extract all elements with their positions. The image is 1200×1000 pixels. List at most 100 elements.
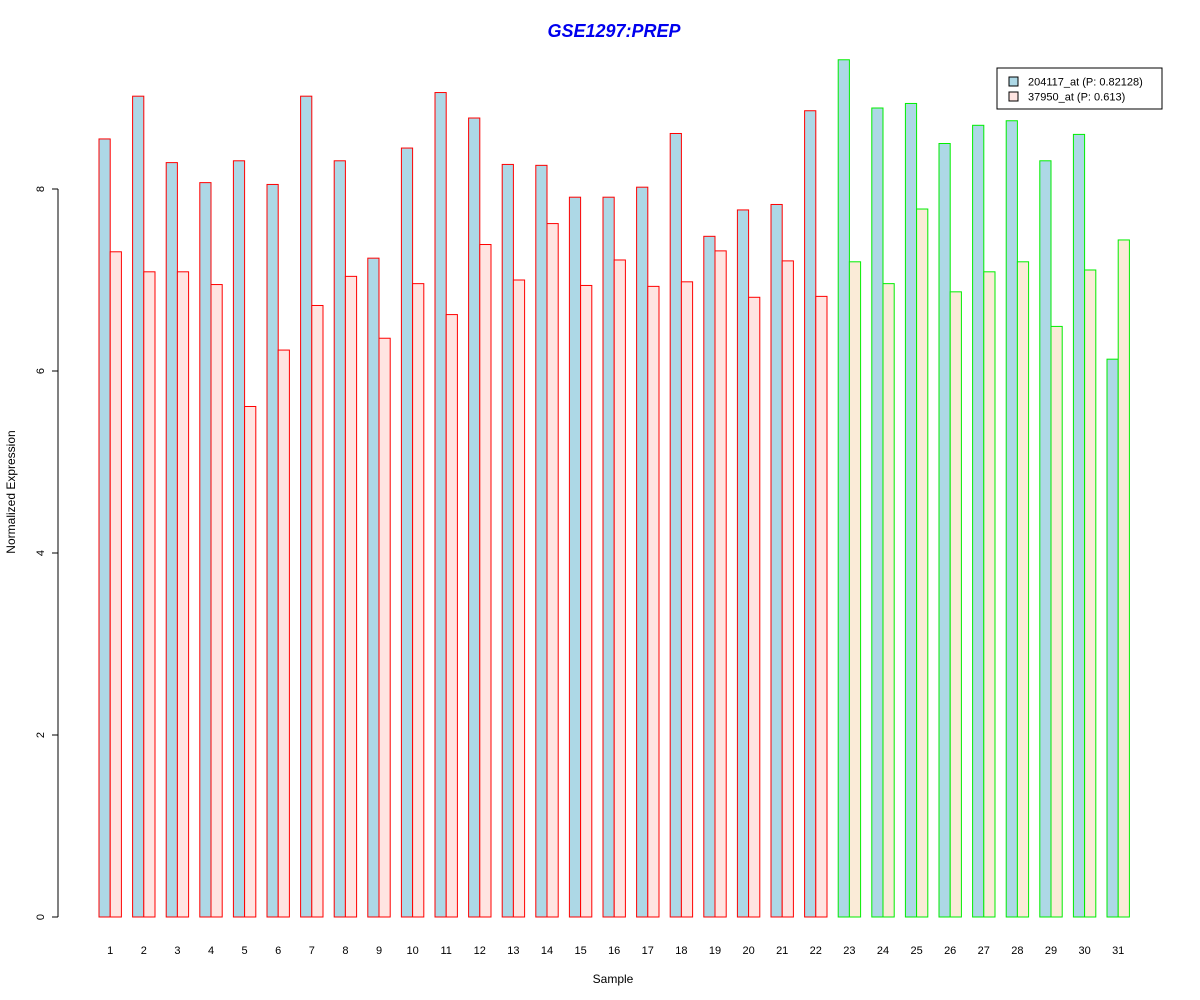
bar-37950-at [848, 261, 862, 918]
bar-204117-at [568, 196, 582, 918]
bar-204117-at [972, 124, 985, 918]
bar-37950-at [748, 296, 761, 918]
bar-204117-at [904, 102, 918, 918]
x-tick-label: 9 [376, 945, 382, 957]
bar-37950-at [781, 260, 794, 918]
x-tick-label: 25 [910, 945, 922, 957]
bar-37950-at [949, 291, 962, 918]
x-tick-label: 24 [877, 945, 889, 957]
x-tick-label: 11 [440, 945, 451, 957]
x-tick-label: 3 [174, 945, 180, 957]
bar-204117-at [367, 257, 380, 918]
bar-204117-at [300, 95, 313, 918]
bar-204117-at [434, 92, 447, 918]
bar-204117-at [98, 138, 111, 918]
x-tick-label: 31 [1112, 945, 1124, 957]
bar-37950-at [815, 295, 828, 918]
bar-204117-at [804, 110, 817, 918]
bar-37950-at [311, 304, 324, 918]
bar-37950-at [1084, 269, 1097, 918]
x-tick-label: 13 [507, 945, 519, 957]
bar-37950-at [1016, 261, 1030, 918]
x-tick-label: 8 [342, 945, 348, 957]
bar-37950-at [512, 279, 526, 918]
y-tick-label: 0 [35, 914, 47, 920]
x-tick-label: 7 [309, 945, 315, 957]
bar-204117-at [1039, 160, 1052, 918]
bar-37950-at [546, 223, 559, 918]
bar-37950-at [412, 283, 425, 918]
bar-37950-at [647, 285, 660, 918]
bar-204117-at [770, 203, 783, 918]
bar-204117-at [938, 143, 951, 918]
y-tick-label: 6 [35, 368, 47, 374]
x-tick-label: 12 [474, 945, 486, 957]
bar-37950-at [1050, 325, 1063, 918]
x-tick-label: 1 [107, 945, 113, 957]
bar-37950-at [1117, 239, 1130, 918]
bar-37950-at [109, 251, 122, 918]
x-tick-label: 30 [1078, 945, 1090, 957]
x-tick-label: 6 [275, 945, 281, 957]
bar-204117-at [602, 196, 615, 918]
legend-box [996, 67, 1163, 110]
bar-204117-at [837, 59, 850, 918]
bar-204117-at [1072, 133, 1086, 918]
chart-title: GSE1297:PREP [547, 21, 681, 41]
bar-37950-at [277, 349, 290, 918]
x-tick-label: 26 [944, 945, 956, 957]
bar-37950-at [210, 284, 223, 918]
bar-37950-at [613, 259, 626, 918]
x-tick-label: 10 [406, 945, 418, 957]
y-axis-label: Normalized Expression [4, 430, 18, 553]
bar-204117-at [1106, 358, 1119, 918]
bar-204117-at [468, 117, 481, 918]
y-tick-label: 8 [35, 186, 47, 192]
x-tick-label: 14 [541, 945, 553, 957]
x-tick-label: 2 [141, 945, 147, 957]
bar-37950-at [344, 275, 358, 918]
x-tick-label: 21 [776, 945, 788, 957]
bar-204117-at [703, 235, 716, 918]
bar-204117-at [1005, 120, 1018, 918]
legend-swatch [1008, 76, 1019, 87]
bar-37950-at [882, 283, 895, 918]
legend: 204117_at (P: 0.82128) 37950_at (P: 0.613… [996, 67, 1163, 110]
bar-204117-at [736, 209, 750, 918]
bar-204117-at [636, 186, 649, 918]
bar-204117-at [535, 164, 548, 918]
bar-37950-at [244, 405, 257, 918]
bar-37950-at [479, 244, 492, 918]
legend-swatch [1008, 91, 1019, 102]
x-tick-label: 27 [978, 945, 990, 957]
y-axis: 0 2 4 6 8 [35, 186, 59, 920]
bar-204117-at [333, 160, 346, 918]
bar-204117-at [165, 162, 178, 918]
x-tick-label: 22 [810, 945, 822, 957]
bar-204117-at [199, 182, 212, 918]
bar-204117-at [501, 163, 514, 918]
x-tick-label: 28 [1011, 945, 1023, 957]
bar-group [98, 59, 1130, 918]
x-tick-label: 17 [642, 945, 654, 957]
bar-37950-at [983, 271, 996, 918]
bar-37950-at [916, 208, 929, 918]
bar-204117-at [669, 132, 682, 918]
bar-37950-at [176, 271, 190, 918]
bar-37950-at [445, 314, 458, 918]
bar-37950-at [143, 271, 156, 918]
x-tick-label: 19 [709, 945, 721, 957]
x-tick-label: 29 [1045, 945, 1057, 957]
bar-204117-at [871, 107, 884, 918]
x-tick-label: 4 [208, 945, 214, 957]
bar-37950-at [680, 281, 694, 918]
bar-37950-at [378, 337, 391, 918]
x-tick-labels: 1 2 3 4 5 6 7 8 9 10 11 12 13 14 15 16 17 18 19 20 21 22 23 24 2… [107, 945, 1124, 957]
x-tick-label: 16 [608, 945, 620, 957]
x-axis-label: Sample [593, 972, 634, 986]
bar-37950-at [714, 250, 727, 918]
y-tick-label: 2 [35, 732, 47, 738]
legend-entry: 37950_at (P: 0.613) [1028, 92, 1125, 104]
y-tick-label: 4 [35, 550, 47, 556]
